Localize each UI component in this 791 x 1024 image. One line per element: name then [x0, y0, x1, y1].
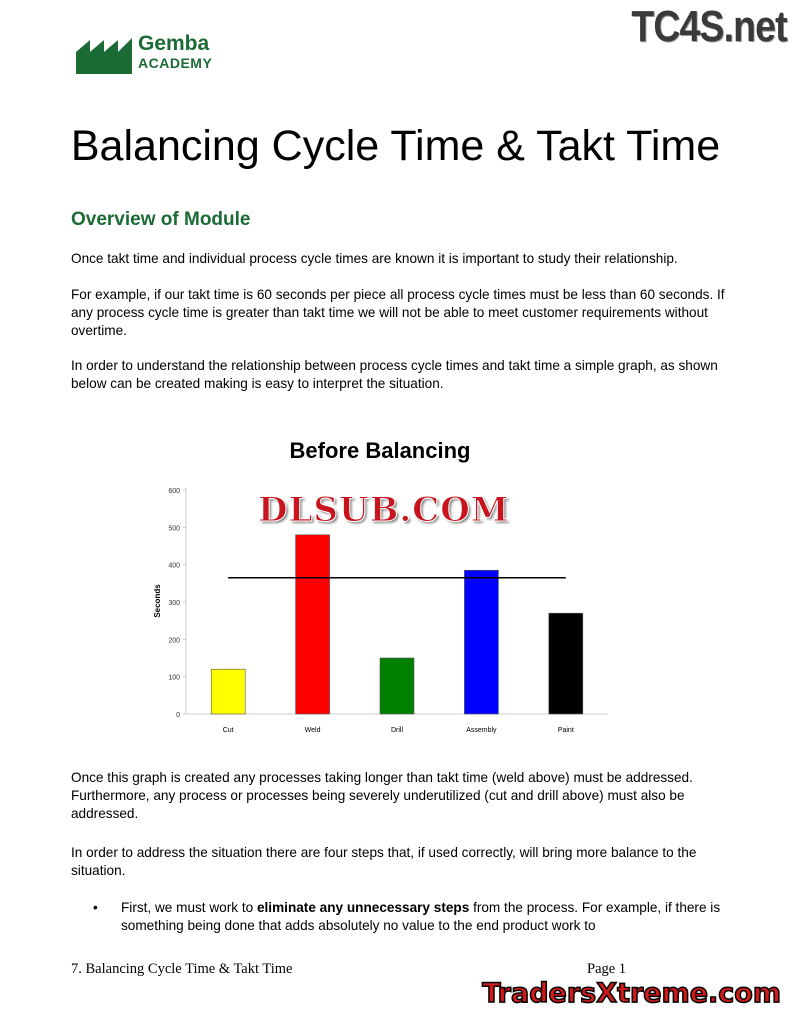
paragraph-5: In order to address the situation there …	[71, 845, 697, 878]
footer-left: 7. Balancing Cycle Time & Takt Time	[71, 961, 293, 977]
page-title: Balancing Cycle Time & Takt Time	[70, 122, 721, 170]
logo-text-gemba: Gemba	[138, 32, 210, 55]
section-heading: Overview of Module	[71, 209, 251, 230]
paragraph-3: In order to understand the relationship …	[71, 358, 718, 391]
gemba-academy-logo: Gemba ACADEMY	[76, 32, 246, 76]
tc4s-watermark: TC4S.net	[631, 2, 788, 51]
y-tick-label: 200	[168, 637, 180, 644]
dlsub-watermark: DLSUB.COM	[257, 490, 510, 531]
bar-weld	[295, 534, 330, 715]
y-tick-label: 0	[176, 712, 180, 719]
bar-paint	[548, 612, 584, 715]
footer-page-number: Page 1	[587, 961, 627, 977]
factory-icon	[76, 38, 132, 74]
paragraph-4: Once this graph is created any processes…	[71, 770, 693, 821]
y-tick-label: 100	[168, 675, 180, 682]
x-tick-label: Drill	[391, 727, 403, 734]
y-tick-label: 600	[168, 488, 180, 495]
bar-assembly	[464, 569, 499, 715]
x-tick-label: Cut	[223, 727, 234, 734]
x-tick-label: Paint	[558, 727, 574, 734]
y-tick-label: 300	[168, 600, 180, 607]
bar-drill	[379, 657, 415, 715]
bullet-icon: •	[93, 900, 98, 915]
paragraph-2: For example, if our takt time is 60 seco…	[71, 287, 725, 338]
bullet-text-start: First, we must work to	[121, 900, 257, 915]
logo-text-academy: ACADEMY	[138, 55, 213, 71]
bullet-text-end: from the process. For example, if there …	[121, 900, 721, 933]
chart-title: Before Balancing	[289, 438, 471, 463]
x-tick-label: Weld	[305, 727, 321, 734]
bullet-text: First, we must work to eliminate any unn…	[121, 899, 741, 935]
bar-cut	[210, 668, 246, 715]
y-tick-label: 400	[168, 563, 180, 570]
x-tick-label: Assembly	[466, 727, 497, 734]
paragraph-1: Once takt time and individual process cy…	[71, 251, 678, 266]
y-axis-label: Seconds	[153, 584, 162, 618]
y-tick-label: 500	[168, 525, 180, 532]
tradersxtreme-watermark: TradersXtreme.com	[481, 977, 781, 1010]
bullet-text-bold: eliminate any unnecessary steps	[256, 900, 470, 915]
